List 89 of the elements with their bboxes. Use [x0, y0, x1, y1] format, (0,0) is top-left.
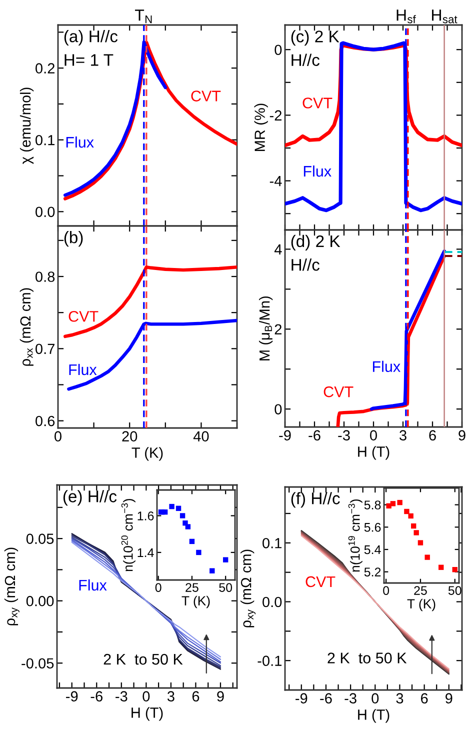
x-tick-label: 0 [54, 431, 62, 442]
series-label: CVT [324, 386, 354, 398]
y-tick-label: 0 [274, 404, 282, 414]
y-tick-label: 5.8 [364, 500, 381, 510]
annotation: 2 K to 50 K [328, 652, 407, 664]
x-tick-label: -6 [90, 691, 102, 702]
x-tick-label: 6 [429, 430, 436, 440]
x-axis-title: H (T) [132, 707, 163, 721]
x-tick-label: 40 [193, 431, 209, 442]
y-tick-label: 5.6 [364, 522, 381, 532]
y-axis-title: ρ$_{xy}$ (mΩ cm) [4, 548, 20, 626]
x-tick-label: 3 [400, 430, 406, 440]
series-label: CVT [68, 310, 98, 322]
y-axis-title: χ (emu/mol) [20, 88, 34, 164]
y-tick-label: -2 [270, 110, 282, 120]
y-tick-label: 0.1 [262, 538, 282, 548]
y-tick-label: -4 [270, 176, 282, 186]
y-axis-title: ρ$_{xy}$ (mΩ cm) [240, 550, 256, 628]
x-tick-label: 3 [396, 693, 404, 704]
chart-title: (d) 2 K [291, 234, 340, 250]
text: H//c [292, 258, 320, 271]
y-tick-label: 0.1 [36, 134, 55, 146]
y-tick-label: 0.05 [26, 534, 54, 544]
x-tick-label: 0 [155, 583, 162, 592]
text: H= 1 T [64, 54, 114, 66]
x-tick-label: 6 [192, 691, 200, 702]
x-tick-label: -3 [338, 430, 350, 440]
series-label: Flux [304, 165, 332, 177]
x-axis-title: H (T) [358, 709, 390, 723]
y-tick-label: 5.4 [364, 545, 381, 554]
chart-title: (e) H//c [63, 490, 117, 506]
x-tick-label: 3 [167, 691, 174, 702]
series-label: Flux [372, 360, 400, 372]
x-tick-label: -9 [279, 430, 291, 440]
x-tick-label: -9 [66, 691, 78, 702]
y-axis-title: n(10$^{20}$ cm$^{−3}$) [121, 498, 136, 572]
x-tick-label: 50 [219, 583, 232, 592]
chart-title: (a) H//c [64, 30, 118, 46]
x-tick-label: 0 [383, 586, 390, 595]
y-tick-label: -0.05 [22, 658, 54, 669]
chart-title: (c) 2 K [291, 30, 340, 46]
y-tick-label: 0.0 [262, 596, 282, 608]
x-axis-title: H (T) [358, 446, 390, 460]
y-tick-label: 0.0 [36, 206, 55, 218]
y-tick-label: 1.6 [138, 512, 154, 520]
y-tick-label: -0.1 [258, 656, 282, 666]
y-tick-label: 0.00 [26, 596, 54, 606]
ref-line-label: H$_{sf}$ [396, 10, 416, 24]
y-axis-title: ρ$_{xx}$ (mΩ cm) [20, 288, 34, 366]
ref-line-label: T$_{N}$ [135, 10, 152, 24]
x-axis-title: T (K) [407, 598, 436, 612]
ref-line-label: H$_{sat}$ [432, 10, 458, 24]
y-tick-label: 1.4 [138, 548, 154, 557]
y-axis-title: M (μ$_{B}$/Mn) [259, 296, 273, 360]
series-label: CVT [302, 98, 332, 108]
x-tick-label: 25 [414, 586, 427, 595]
y-tick-label: 4 [274, 244, 282, 254]
y-axis-title: n(10$^{19}$ cm$^{−3}$) [348, 499, 362, 572]
x-tick-label: -6 [308, 430, 320, 440]
series-label: Flux [66, 136, 94, 148]
x-tick-label: -6 [320, 693, 332, 704]
x-tick-label: 9 [458, 430, 466, 440]
x-axis-title: T (K) [182, 596, 210, 608]
x-tick-label: 50 [448, 586, 462, 595]
annotation: 2 K to 50 K [104, 654, 183, 665]
y-tick-label: 0.2 [36, 63, 54, 74]
x-tick-label: -9 [296, 693, 308, 704]
x-axis-title: T (K) [132, 447, 163, 461]
annotation: Flux [79, 579, 107, 591]
y-tick-label: 0 [274, 44, 282, 56]
chart-title: (f) H//c [291, 492, 340, 508]
x-tick-label: 6 [420, 693, 428, 704]
y-tick-label: 0.6 [36, 416, 55, 426]
y-axis-title: MR (%) [254, 104, 268, 152]
x-tick-label: 9 [217, 691, 224, 702]
series-label: Flux [69, 364, 97, 376]
y-tick-label: 0.8 [36, 272, 55, 282]
x-tick-label: -3 [116, 691, 128, 702]
x-tick-label: 9 [446, 693, 452, 704]
y-tick-label: 2 [274, 324, 282, 334]
x-tick-label: -3 [344, 693, 356, 704]
series-label: CVT [191, 90, 221, 102]
text: H//c [292, 54, 320, 66]
x-tick-label: 20 [122, 431, 138, 442]
x-tick-label: 25 [186, 583, 198, 592]
y-tick-label: 5.2 [364, 568, 381, 576]
annotation: CVT [306, 576, 336, 588]
y-tick-label: 0.7 [36, 344, 54, 354]
chart-title: (b) [64, 231, 83, 247]
